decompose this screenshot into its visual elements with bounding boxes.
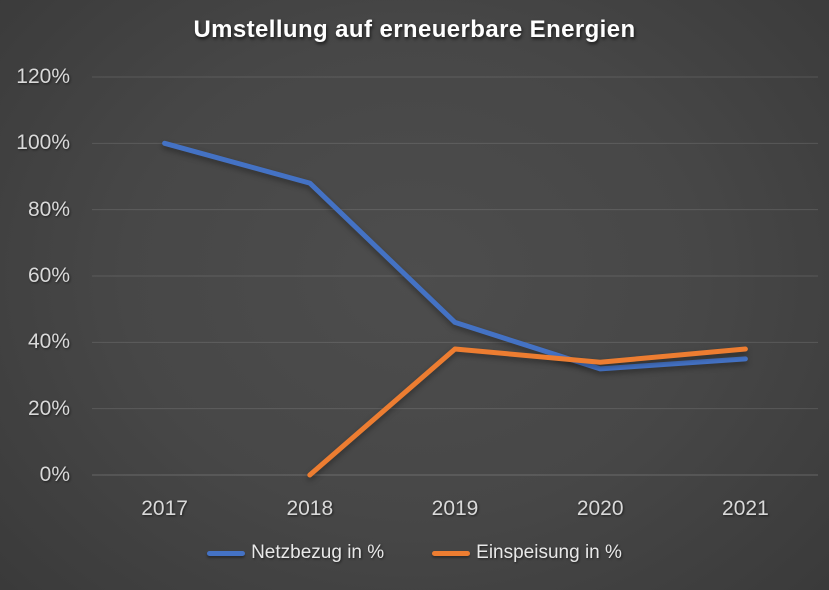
y-tick-label: 20% [27, 396, 70, 420]
x-axis: 2017 2018 2019 2020 2021 [0, 496, 829, 524]
y-axis: 0% 20% 40% 60% 80% 100% 120% [0, 0, 70, 590]
x-tick-label: 2017 [141, 497, 188, 520]
legend-item-einspeisung: Einspeisung in % [432, 542, 622, 564]
series-line-netzbezug [162, 140, 748, 372]
chart-title: Umstellung auf erneuerbare Energien [193, 16, 636, 43]
x-tick-label: 2018 [286, 497, 334, 520]
legend-swatch-einspeisung [432, 550, 471, 556]
legend-item-netzbezug: Netzbezug in % [207, 542, 384, 564]
series-line-einspeisung [307, 346, 748, 478]
x-tick-label: 2021 [722, 497, 769, 520]
y-tick-label: 100% [16, 131, 70, 155]
x-tick-label: 2020 [576, 497, 624, 520]
legend-label-einspeisung: Einspeisung in % [476, 542, 622, 563]
y-tick-label: 120% [16, 65, 70, 88]
y-tick-label: 60% [27, 264, 70, 287]
legend-swatch-netzbezug [207, 550, 246, 556]
x-tick-label: 2019 [431, 497, 479, 520]
legend: Netzbezug in % Einspeisung in % [0, 538, 829, 568]
y-tick-label: 0% [39, 463, 70, 486]
y-tick-label: 80% [27, 197, 70, 221]
y-tick-label: 40% [27, 330, 70, 354]
legend-label-netzbezug: Netzbezug in % [251, 542, 385, 563]
